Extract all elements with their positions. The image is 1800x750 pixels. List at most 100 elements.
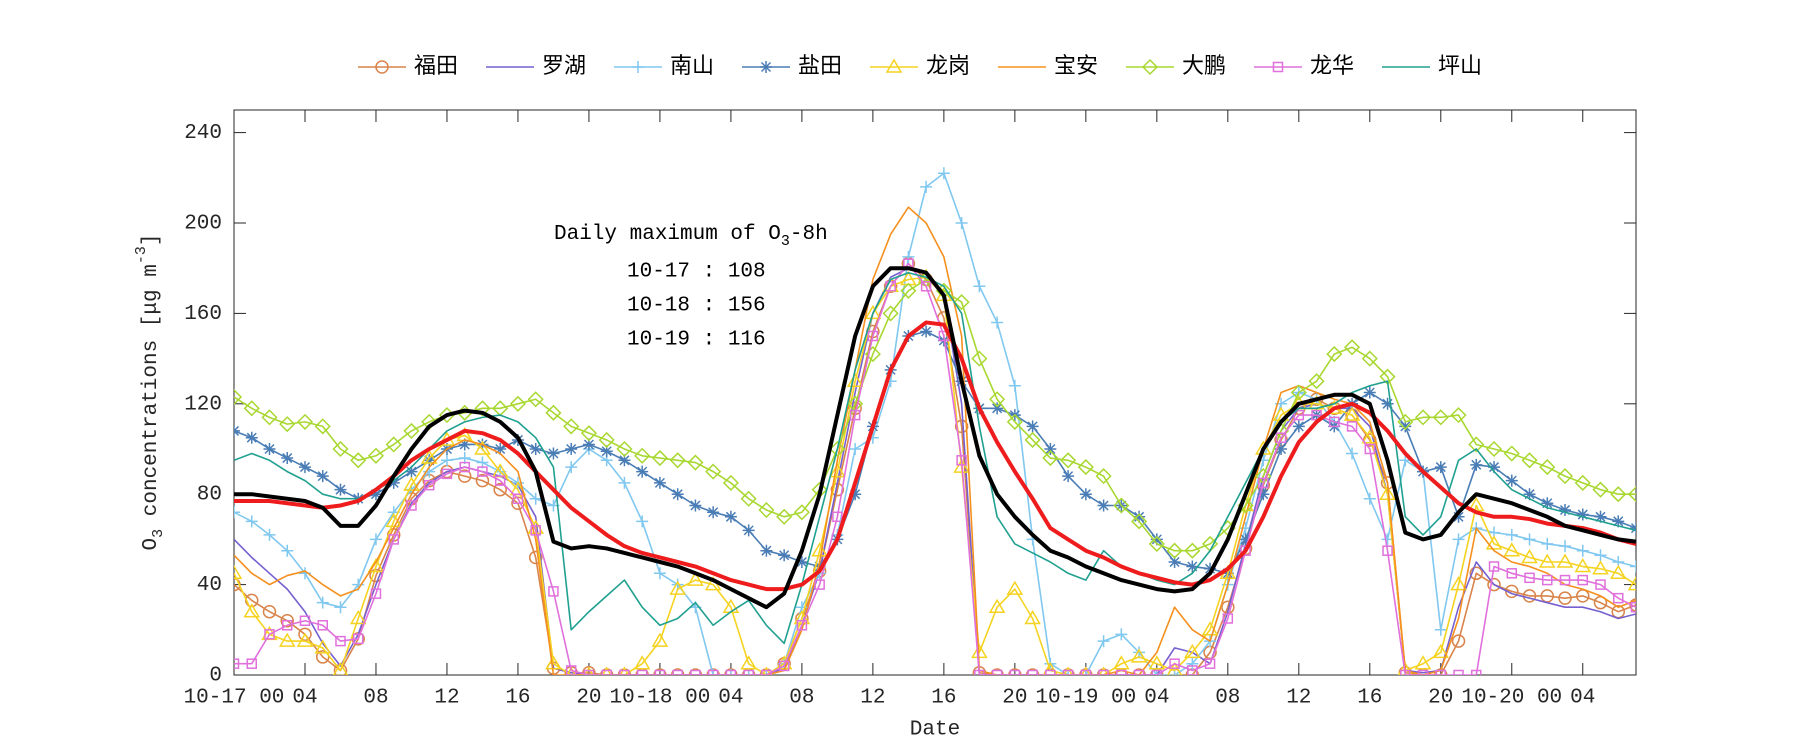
marker [369, 488, 382, 501]
marker [440, 454, 453, 467]
marker [672, 669, 683, 675]
marker [334, 601, 347, 614]
marker [314, 418, 331, 435]
marker [1594, 510, 1607, 523]
marker [316, 596, 329, 609]
x-tick-label: 04 [292, 687, 317, 710]
marker [352, 633, 364, 645]
marker [760, 544, 773, 557]
marker [1363, 492, 1376, 505]
marker [1541, 537, 1554, 550]
marker [1240, 545, 1251, 556]
legend-label: 大鹏 [1182, 54, 1226, 79]
marker [971, 350, 988, 367]
marker [687, 571, 704, 586]
marker [864, 346, 881, 363]
series-line [234, 262, 1636, 675]
marker [989, 391, 1006, 408]
marker [1432, 409, 1449, 426]
marker [1613, 592, 1624, 604]
marker [548, 586, 559, 597]
marker [1485, 440, 1503, 458]
marker [474, 440, 491, 455]
marker [1452, 533, 1465, 546]
marker [1130, 648, 1148, 663]
marker [758, 501, 775, 519]
marker [1451, 634, 1466, 648]
series-line [234, 172, 1636, 675]
marker [1272, 61, 1284, 73]
marker [243, 603, 261, 618]
marker [616, 440, 633, 458]
marker [1609, 564, 1627, 580]
marker [1113, 655, 1130, 670]
marker [441, 468, 453, 480]
marker [953, 458, 970, 473]
marker [375, 60, 389, 74]
legend-label: 罗湖 [542, 54, 586, 79]
marker [814, 579, 825, 590]
marker [669, 580, 686, 595]
marker [1080, 669, 1092, 675]
marker [689, 499, 702, 512]
marker [458, 438, 471, 451]
marker [937, 167, 950, 180]
marker [778, 660, 790, 672]
marker [634, 447, 651, 464]
x-tick-label: 20 [576, 687, 601, 710]
marker [264, 629, 275, 640]
legend-label: 坪山 [1438, 54, 1482, 79]
marker [243, 400, 260, 417]
marker [991, 402, 1004, 415]
marker [1523, 488, 1536, 501]
marker [582, 438, 595, 451]
x-tick-label: 16 [1357, 687, 1382, 710]
marker [813, 560, 826, 573]
y-tick-label: 0 [209, 665, 222, 688]
legend-label: 福田 [414, 54, 458, 79]
marker [882, 305, 899, 322]
marker [1239, 533, 1252, 546]
marker [1095, 468, 1112, 485]
y-label-part: concentrations [μg m [140, 264, 163, 529]
y-label-part: O [140, 538, 163, 551]
marker [1169, 658, 1180, 669]
marker [601, 669, 612, 675]
series-line [234, 266, 1636, 610]
marker [1166, 542, 1183, 559]
marker [885, 281, 896, 292]
marker [1116, 669, 1127, 675]
marker [370, 588, 382, 599]
marker [1470, 458, 1483, 471]
annotation-line: 10-18 : 156 [627, 295, 766, 318]
marker [832, 511, 843, 523]
x-tick-label: 04 [1144, 687, 1169, 710]
marker [849, 488, 862, 501]
marker [494, 475, 506, 486]
marker [1521, 452, 1538, 469]
marker [1044, 443, 1057, 455]
y-tick-label: 80 [197, 484, 222, 507]
marker [1450, 407, 1467, 424]
marker [653, 567, 666, 580]
marker [1453, 669, 1464, 675]
marker [1452, 510, 1465, 523]
marker [1595, 579, 1606, 590]
marker [234, 388, 243, 406]
marker [902, 250, 915, 263]
marker [707, 506, 720, 519]
marker [405, 465, 418, 478]
marker [955, 217, 968, 229]
marker [776, 508, 793, 525]
marker [512, 493, 524, 504]
marker [367, 558, 385, 573]
marker [1503, 445, 1520, 462]
marker [1559, 540, 1572, 553]
marker [900, 282, 917, 299]
marker [1361, 350, 1378, 367]
marker [527, 391, 544, 408]
marker [1148, 535, 1165, 552]
marker [953, 294, 970, 311]
marker [1556, 468, 1574, 485]
marker [690, 669, 701, 675]
